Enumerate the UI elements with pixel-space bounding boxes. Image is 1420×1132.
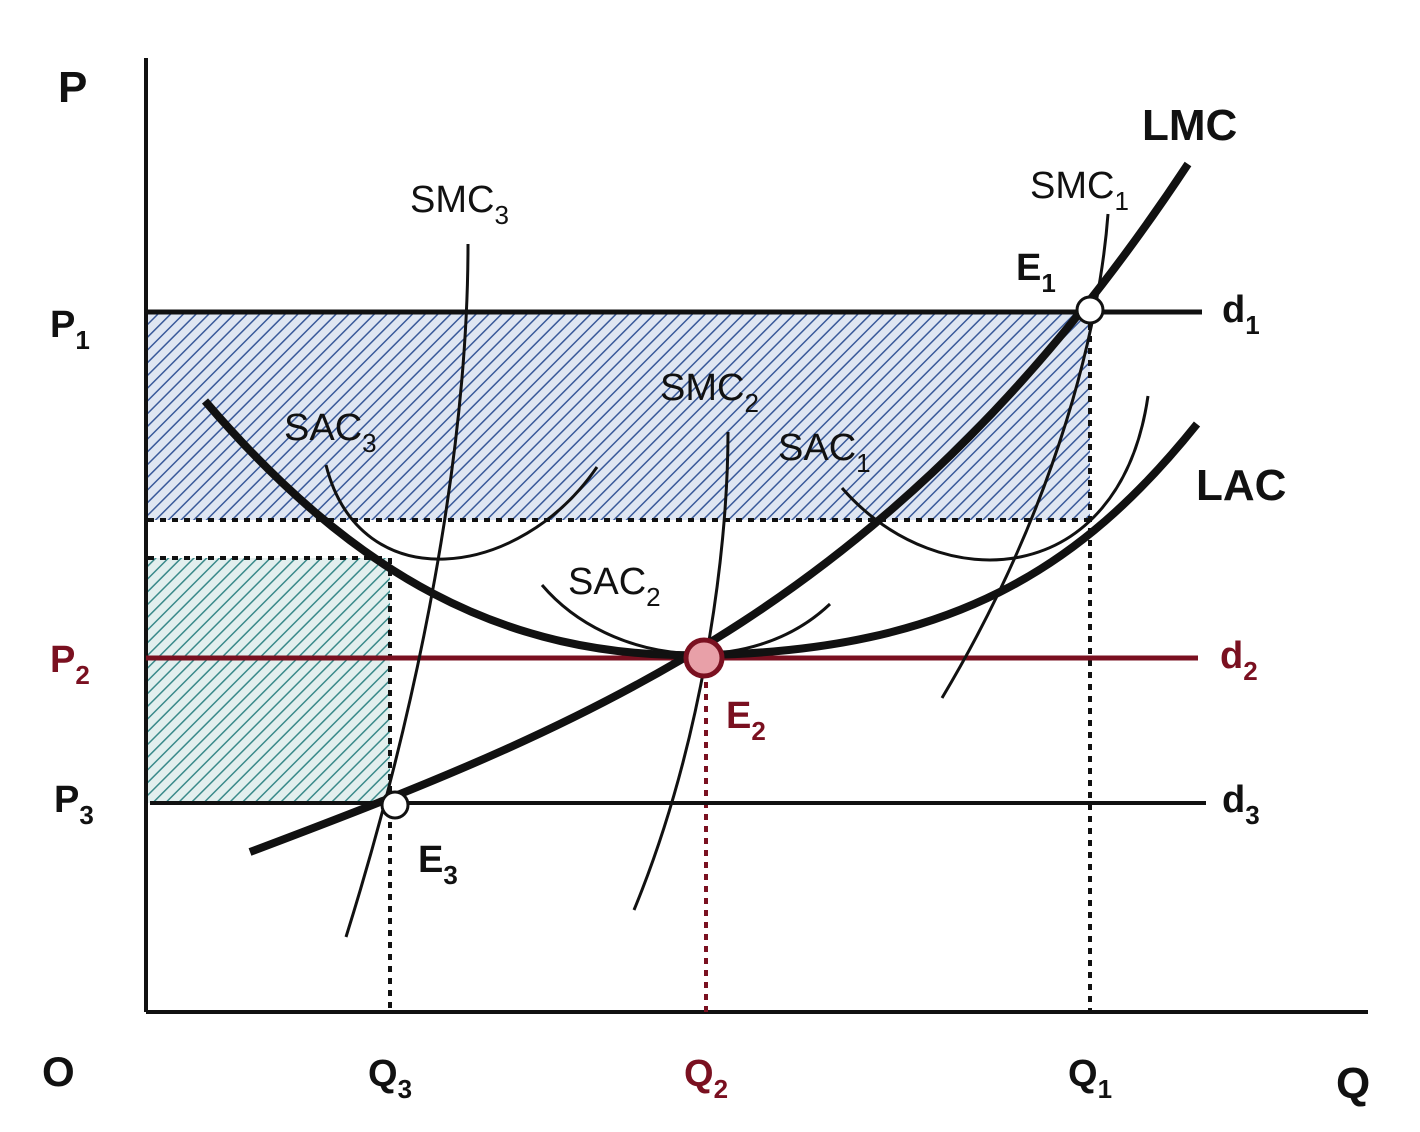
- q2-label: Q2: [684, 1053, 728, 1104]
- q1-label: Q1: [1068, 1053, 1112, 1104]
- smc3-label: SMC3: [410, 179, 509, 230]
- smc1-label: SMC1: [1030, 165, 1129, 216]
- profit-area: [148, 312, 1090, 520]
- sac3-label: SAC3: [284, 407, 377, 458]
- sac2-label: SAC2: [568, 561, 661, 612]
- smc3-curve: [344, 243, 470, 938]
- e3-point: [380, 790, 410, 820]
- y-axis-label: P: [58, 63, 87, 112]
- e1-point: [1075, 295, 1105, 325]
- x-axis-label: Q: [1336, 1059, 1370, 1108]
- e2-label: E2: [726, 695, 766, 746]
- e1-label: E1: [1016, 247, 1056, 298]
- sac1-label: SAC1: [778, 427, 871, 478]
- d1-label: d1: [1222, 289, 1260, 340]
- d2-label: d2: [1220, 635, 1258, 686]
- sac1-curve: [840, 395, 1150, 562]
- sac3-curve: [324, 464, 599, 561]
- q3-label: Q3: [368, 1053, 412, 1104]
- loss-area: [148, 558, 390, 803]
- p2-label: P2: [50, 639, 90, 690]
- p3-label: P3: [54, 779, 94, 830]
- d3-label: d3: [1222, 779, 1260, 830]
- smc1-curve: [940, 213, 1110, 699]
- e2-point: [683, 637, 725, 679]
- lac-label: LAC: [1196, 461, 1286, 510]
- origin-label: O: [42, 1048, 75, 1095]
- lmc-label: LMC: [1142, 101, 1237, 150]
- p1-label: P1: [50, 304, 90, 355]
- smc2-label: SMC2: [660, 367, 759, 418]
- e3-label: E3: [418, 839, 458, 890]
